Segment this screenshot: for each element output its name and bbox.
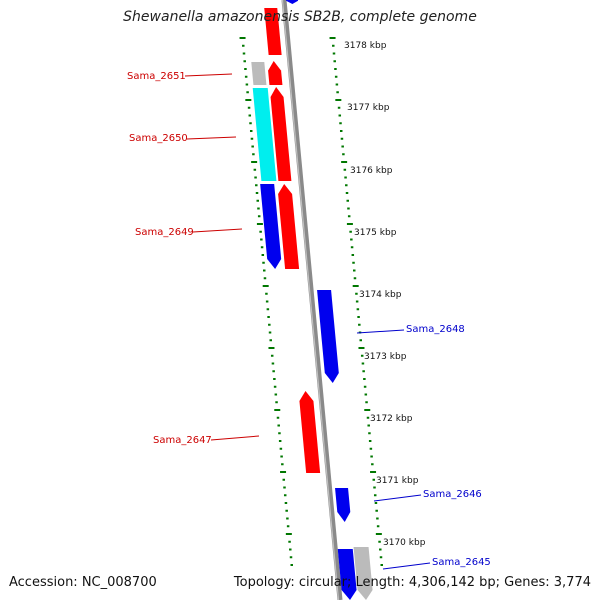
kbp-label-3175: 3175 kbp <box>354 228 397 238</box>
gene-forward-top[interactable] <box>264 8 282 55</box>
genome-backbone-highlight <box>281 0 340 601</box>
gene-sama-2647[interactable] <box>299 391 321 473</box>
tick-layer <box>239 37 383 566</box>
kbp-label-3176: 3176 kbp <box>350 166 393 176</box>
gene-sama-2651[interactable] <box>251 62 267 85</box>
topology-text: Topology: circular; Length: 4,306,142 bp… <box>233 575 591 590</box>
gene-label-sama-2647[interactable]: Sama_2647 <box>153 435 212 446</box>
gene-label-sama-2650[interactable]: Sama_2650 <box>129 133 188 144</box>
leader-line-sama-2650 <box>186 136 237 140</box>
gene-sama-2648[interactable] <box>317 290 339 383</box>
kbp-label-3172: 3172 kbp <box>370 414 413 424</box>
leader-line-sama-2646 <box>373 494 422 502</box>
leader-line-sama-2651 <box>184 73 233 77</box>
kbp-label-3178: 3178 kbp <box>344 41 387 51</box>
gene-sama-2646[interactable] <box>335 488 351 522</box>
gene-sama-2649[interactable] <box>260 184 282 269</box>
gene-sama-2645-grey[interactable] <box>353 547 373 600</box>
kbp-scale: 3178 kbp 3177 kbp 3176 kbp 3175 kbp 3174… <box>344 41 426 548</box>
kbp-label-3177: 3177 kbp <box>347 103 390 113</box>
kbp-label-3173: 3173 kbp <box>364 352 407 362</box>
accession-text: Accession: NC_008700 <box>9 575 157 590</box>
gene-layer <box>251 0 373 600</box>
kbp-label-3171: 3171 kbp <box>376 476 419 486</box>
gene-label-sama-2646[interactable]: Sama_2646 <box>423 489 482 500</box>
gene-label-sama-2649[interactable]: Sama_2649 <box>135 227 194 238</box>
gene-sama-2651-forward[interactable] <box>268 61 283 85</box>
leader-line-sama-2648 <box>356 329 405 334</box>
gene-labels: Sama_2651 Sama_2650 Sama_2649 Sama_2648 … <box>127 71 491 570</box>
kbp-label-3170: 3170 kbp <box>383 538 426 548</box>
kbp-label-3174: 3174 kbp <box>359 290 402 300</box>
genome-backbone <box>281 0 343 601</box>
gene-reverse-top[interactable] <box>286 0 299 4</box>
gene-sama-2650[interactable] <box>252 88 277 181</box>
map-title: Shewanella amazonensis SB2B, complete ge… <box>123 9 477 25</box>
leader-line-sama-2645 <box>382 562 431 570</box>
leader-line-sama-2647 <box>210 435 260 441</box>
gene-label-sama-2651[interactable]: Sama_2651 <box>127 71 186 82</box>
gene-sama-2645[interactable] <box>337 549 357 600</box>
gene-sama-2649-forward[interactable] <box>278 184 300 269</box>
gene-sama-2650-forward[interactable] <box>270 87 292 181</box>
leader-line-sama-2649 <box>192 228 243 233</box>
gene-label-sama-2648[interactable]: Sama_2648 <box>406 324 465 335</box>
gene-label-sama-2645[interactable]: Sama_2645 <box>432 557 491 568</box>
